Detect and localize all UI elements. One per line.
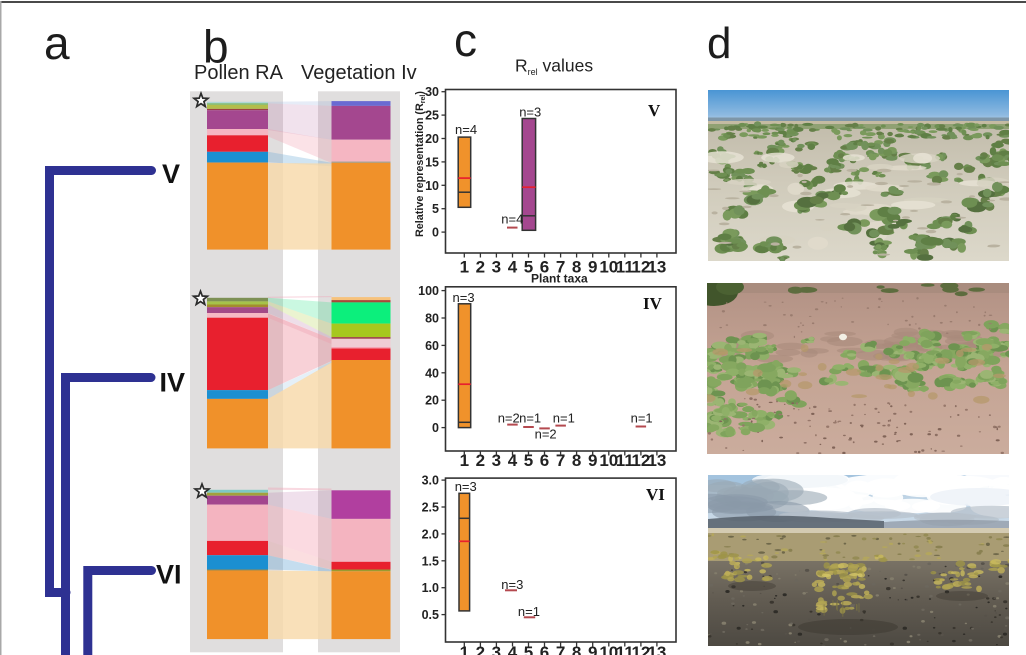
svg-text:13: 13 [647, 643, 666, 655]
svg-text:2: 2 [476, 258, 485, 277]
svg-text:8: 8 [572, 258, 581, 277]
svg-text:Pollen RA: Pollen RA [194, 62, 284, 84]
svg-text:7: 7 [556, 258, 565, 277]
svg-text:1: 1 [460, 643, 469, 655]
svg-text:11: 11 [616, 643, 634, 655]
svg-text:3: 3 [492, 258, 501, 277]
svg-text:2: 2 [476, 451, 485, 470]
svg-text:V: V [648, 101, 661, 120]
svg-text:0: 0 [432, 226, 439, 240]
svg-text:2.0: 2.0 [422, 527, 439, 541]
svg-text:9: 9 [588, 451, 597, 470]
svg-text:7: 7 [556, 643, 565, 655]
svg-text:n=3: n=3 [501, 577, 523, 592]
svg-text:n=4: n=4 [455, 122, 477, 137]
svg-text:n=1: n=1 [519, 410, 541, 425]
svg-text:a: a [44, 17, 70, 69]
svg-text:4: 4 [508, 451, 518, 470]
svg-text:n=2: n=2 [498, 410, 520, 425]
svg-text:5: 5 [524, 643, 533, 655]
svg-text:n=1: n=1 [553, 410, 575, 425]
svg-text:7: 7 [556, 451, 565, 470]
svg-text:6: 6 [540, 451, 549, 470]
svg-text:30: 30 [425, 85, 439, 99]
svg-text:1: 1 [460, 258, 469, 277]
svg-text:5: 5 [432, 202, 439, 216]
svg-text:3: 3 [492, 643, 501, 655]
svg-text:Vegetation Iv: Vegetation Iv [301, 62, 417, 84]
svg-text:0: 0 [432, 421, 439, 435]
svg-text:2.5: 2.5 [422, 501, 439, 515]
svg-text:c: c [454, 14, 477, 66]
svg-text:8: 8 [572, 451, 581, 470]
svg-text:25: 25 [425, 109, 439, 123]
svg-text:10: 10 [599, 451, 618, 470]
svg-text:IV: IV [643, 294, 663, 313]
svg-text:13: 13 [647, 451, 666, 470]
svg-text:10: 10 [599, 258, 618, 277]
svg-text:1.5: 1.5 [422, 554, 439, 568]
svg-text:Plant taxa: Plant taxa [531, 272, 588, 286]
svg-text:1.0: 1.0 [422, 581, 439, 595]
svg-text:b: b [203, 21, 229, 73]
svg-text:11: 11 [616, 258, 634, 277]
svg-text:n=1: n=1 [631, 410, 653, 425]
svg-text:n=4: n=4 [501, 212, 523, 227]
svg-text:VI: VI [156, 560, 182, 590]
svg-text:n=2: n=2 [535, 426, 557, 441]
svg-text:11: 11 [616, 451, 634, 470]
svg-text:9: 9 [588, 258, 597, 277]
svg-text:5: 5 [524, 451, 533, 470]
svg-text:4: 4 [508, 643, 518, 655]
svg-text:12: 12 [631, 258, 650, 277]
svg-text:3.0: 3.0 [422, 474, 439, 488]
svg-text:4: 4 [508, 258, 518, 277]
svg-text:Rrel values: Rrel values [515, 56, 593, 78]
svg-text:12: 12 [631, 643, 650, 655]
svg-text:15: 15 [425, 155, 439, 169]
svg-text:13: 13 [647, 258, 666, 277]
svg-text:20: 20 [425, 132, 439, 146]
svg-text:8: 8 [572, 643, 581, 655]
svg-text:80: 80 [425, 312, 439, 326]
svg-text:10: 10 [599, 643, 618, 655]
svg-text:2: 2 [476, 643, 485, 655]
svg-text:6: 6 [540, 643, 549, 655]
svg-text:n=1: n=1 [518, 604, 540, 619]
svg-text:12: 12 [631, 451, 650, 470]
svg-text:3: 3 [492, 451, 501, 470]
svg-text:20: 20 [425, 394, 439, 408]
svg-text:40: 40 [425, 366, 439, 380]
svg-text:n=3: n=3 [519, 105, 541, 120]
svg-text:9: 9 [588, 643, 597, 655]
svg-text:6: 6 [540, 258, 549, 277]
svg-text:d: d [707, 19, 731, 68]
svg-text:100: 100 [418, 284, 439, 298]
svg-text:Relative representation (Rrel): Relative representation (Rrel) [414, 91, 427, 237]
svg-text:0.5: 0.5 [422, 608, 439, 622]
svg-text:n=3: n=3 [453, 290, 475, 305]
svg-text:V: V [162, 159, 180, 189]
svg-text:VI: VI [646, 485, 665, 504]
svg-text:IV: IV [160, 368, 186, 398]
svg-text:10: 10 [425, 179, 439, 193]
svg-text:60: 60 [425, 339, 439, 353]
svg-text:n=3: n=3 [455, 479, 477, 494]
svg-text:5: 5 [524, 258, 533, 277]
svg-text:1: 1 [460, 451, 469, 470]
